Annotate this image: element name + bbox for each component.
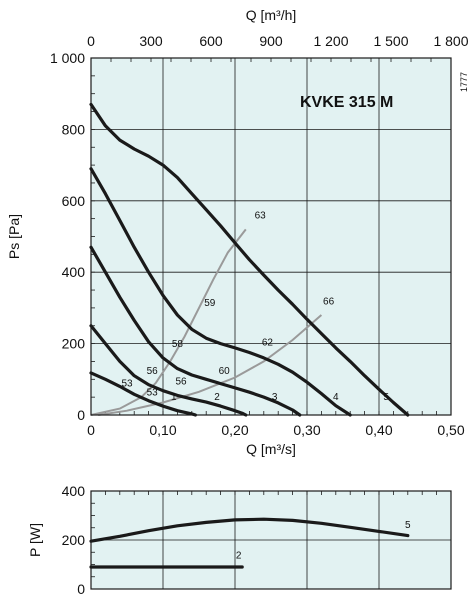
x2-tick-label: 1 500 — [373, 33, 408, 49]
x-tick-label: 0,50 — [437, 422, 464, 438]
x-tick-label: 0,20 — [221, 422, 248, 438]
y-tick-label: 400 — [62, 483, 86, 499]
x-axis-title: Q [m³/s] — [246, 441, 296, 457]
efficiency-line — [90, 228, 247, 416]
y-tick-label: 200 — [62, 336, 86, 352]
fan-curve-5 — [89, 102, 410, 417]
curve-label: 53 — [121, 378, 133, 389]
curve-label: 62 — [262, 337, 274, 348]
curve-label: 53 — [147, 387, 159, 398]
power-plot-frame — [90, 490, 452, 590]
document-code: 1777 — [459, 72, 469, 92]
x2-tick-label: 300 — [139, 33, 163, 49]
x2-tick-label: 1 800 — [433, 33, 468, 49]
model-title: KVKE 315 M — [300, 94, 393, 111]
y-axis-title: Ps [Pa] — [6, 214, 22, 259]
power-y-axis-title: P [W] — [27, 523, 43, 557]
x2-tick-label: 1 200 — [313, 33, 348, 49]
y-tick-label: 600 — [62, 193, 86, 209]
plot-frame — [90, 57, 452, 416]
fan-curve-4 — [89, 167, 352, 417]
curve-label: 59 — [204, 298, 216, 309]
curve-label: 56 — [175, 377, 187, 388]
efficiency-line — [98, 314, 323, 416]
curve-label: 56 — [147, 366, 159, 377]
fan-curve-2 — [89, 324, 248, 417]
curve-label: 60 — [219, 366, 231, 377]
power-chart: 5 2 0 200 400 P [W] — [27, 483, 452, 597]
x-tick-label: 0 — [87, 422, 95, 438]
curve-label: 5 — [405, 520, 411, 531]
y-tick-label: 0 — [77, 407, 85, 423]
y-tick-label: 800 — [62, 121, 86, 137]
curve-label: 1 — [171, 392, 177, 403]
curve-label: 63 — [255, 211, 267, 222]
curve-label: 58 — [172, 339, 184, 350]
x-tick-label: 0,10 — [149, 422, 176, 438]
x2-tick-label: 900 — [259, 33, 283, 49]
x-tick-label: 0,30 — [293, 422, 320, 438]
fan-curve-3 — [89, 245, 302, 417]
x2-tick-label: 0 — [87, 33, 95, 49]
y-tick-label: 1 000 — [50, 50, 85, 66]
x2-tick-label: 600 — [199, 33, 223, 49]
curve-label: 2 — [214, 392, 220, 403]
fan-curve-1 — [89, 371, 197, 417]
curve-label: 5 — [383, 392, 389, 403]
y-tick-label: 0 — [77, 581, 85, 597]
curve-label: 4 — [333, 392, 339, 403]
power-curve-5 — [89, 517, 410, 543]
pressure-chart: 63 66 59 62 58 60 56 56 53 53 1 2 3 4 5 0 0,10 0,20 0,30 0,… — [6, 7, 469, 457]
y-tick-label: 200 — [62, 532, 86, 548]
curve-label: 2 — [236, 550, 242, 561]
x2-axis-title: Q [m³/h] — [246, 7, 297, 23]
y-tick-label: 400 — [62, 264, 86, 280]
curve-label: 3 — [272, 392, 278, 403]
curve-label: 66 — [323, 296, 335, 307]
x-tick-label: 0,40 — [365, 422, 392, 438]
